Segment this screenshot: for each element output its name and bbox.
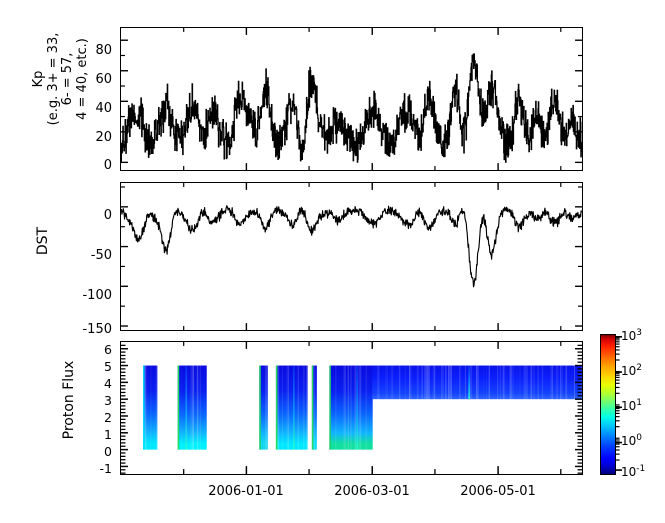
kp-axis-title-line-3: 6- = 57, xyxy=(60,52,75,106)
flux-ytick-label-4: 4 xyxy=(104,376,112,391)
flux-ytick-label-2: 2 xyxy=(104,410,112,425)
kp-ytick-label-40: 40 xyxy=(95,101,112,116)
kp-ytick-label-80: 80 xyxy=(95,43,112,58)
colorbar-gradient xyxy=(600,334,616,475)
kp-ytick-label-60: 60 xyxy=(95,72,112,87)
xtick-label-1: 2006-01-01 xyxy=(208,484,284,499)
flux-ytick-label-0: 0 xyxy=(104,444,112,459)
kp-ytick-label-0: 0 xyxy=(103,158,112,173)
dst-ytick-label-0: 0 xyxy=(103,208,112,223)
xtick-label-2: 2006-03-01 xyxy=(334,484,410,499)
colorbar-exp-2: 2 xyxy=(636,363,643,373)
flux-plot-frame xyxy=(120,341,583,475)
kp-ytick-label-20: 20 xyxy=(95,130,112,145)
dst-axis-title: DST xyxy=(35,226,51,256)
kp-plot-area xyxy=(121,28,582,170)
colorbar-tick-label-1e3: 103 xyxy=(621,328,643,343)
flux-ytick-label-3: 3 xyxy=(104,393,112,408)
flux-ytick-label-1: 1 xyxy=(104,427,112,442)
colorbar-ticks xyxy=(616,336,622,471)
colorbar-tick-label-1em1: 10-1 xyxy=(621,464,646,479)
colorbar-tick-label-1e0: 100 xyxy=(621,433,643,448)
dst-plot-frame xyxy=(120,182,583,331)
dst-ytick-label-minus100: -100 xyxy=(82,288,112,303)
colorbar-tick-label-1e2: 102 xyxy=(621,363,643,378)
dst-ytick-label-minus50: -50 xyxy=(90,248,112,263)
colorbar-exp-3: 3 xyxy=(636,328,643,338)
dst-ytick-label-minus150: -150 xyxy=(82,322,112,337)
kp-axis-title-line-2: (e.g. 3+ = 33, xyxy=(45,32,61,126)
colorbar-tick-label-1e1: 101 xyxy=(621,398,643,413)
dst-plot-area xyxy=(121,183,582,330)
flux-plot-area xyxy=(121,342,582,474)
colorbar-exp-m1: -1 xyxy=(636,464,646,474)
kp-axis-title-line-1: Kp xyxy=(31,70,46,88)
flux-ytick-label-6: 6 xyxy=(104,342,112,357)
colorbar-exp-0: 0 xyxy=(636,433,643,443)
kp-plot-frame xyxy=(120,27,583,171)
xtick-label-3: 2006-05-01 xyxy=(460,484,536,499)
colorbar-exp-1: 1 xyxy=(636,398,643,408)
flux-ytick-label-minus1: -1 xyxy=(99,461,112,476)
colorbar: 103 102 101 100 10-1 xyxy=(600,328,645,479)
flux-axis-title: Proton Flux xyxy=(61,360,77,440)
flux-ytick-label-5: 5 xyxy=(104,359,112,374)
